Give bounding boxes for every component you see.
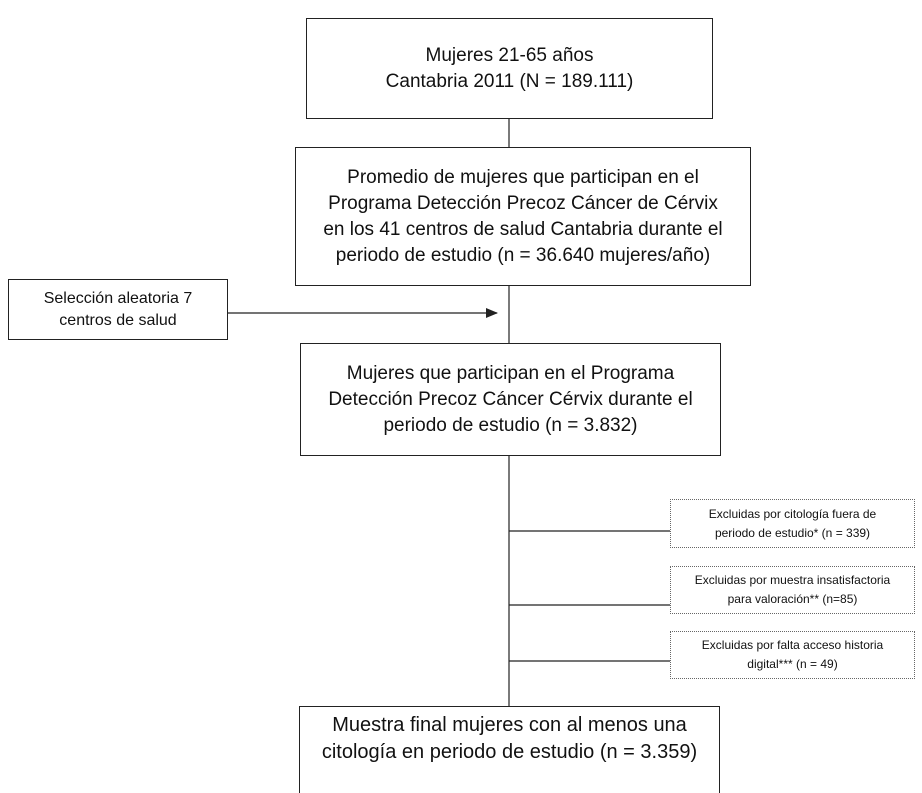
final-sample-box: Muestra final mujeres con al menos una c… bbox=[299, 706, 720, 793]
participants-selected-box: Mujeres que participan en el Programa De… bbox=[300, 343, 721, 456]
exclusion-2-line-1: Excluidas por muestra insatisfactoria bbox=[694, 573, 891, 587]
population-line-1: Mujeres 21-65 años bbox=[425, 44, 594, 66]
average-line-4: periodo de estudio (n = 36.640 mujeres/a… bbox=[335, 244, 711, 266]
selection-line-2: centros de salud bbox=[59, 311, 177, 329]
exclusion-2-line-2: para valoración** (n=85) bbox=[727, 592, 858, 606]
selected-line-2: Detección Precoz Cáncer Cérvix durante e… bbox=[328, 388, 693, 410]
average-line-1: Promedio de mujeres que participan en el bbox=[347, 166, 699, 188]
random-selection-box: Selección aleatoria 7 centros de salud bbox=[8, 279, 228, 340]
exclusion-3-line-2: digital*** (n = 49) bbox=[747, 657, 838, 671]
population-line-2: Cantabria 2011 (N = 189.111) bbox=[385, 70, 634, 92]
average-line-2: Programa Detección Precoz Cáncer de Cérv… bbox=[328, 192, 718, 214]
participants-average-box: Promedio de mujeres que participan en el… bbox=[295, 147, 751, 286]
exclusion-box-1: Excluidas por citología fuera de periodo… bbox=[670, 499, 915, 548]
selected-line-3: periodo de estudio (n = 3.832) bbox=[383, 414, 638, 436]
selected-line-1: Mujeres que participan en el Programa bbox=[346, 362, 675, 384]
selection-line-1: Selección aleatoria 7 bbox=[43, 289, 193, 307]
exclusion-box-2: Excluidas por muestra insatisfactoria pa… bbox=[670, 566, 915, 614]
population-box: Mujeres 21-65 años Cantabria 2011 (N = 1… bbox=[306, 18, 713, 119]
final-line-1: Muestra final mujeres con al menos una bbox=[332, 714, 687, 736]
final-line-2: citología en periodo de estudio (n = 3.3… bbox=[321, 741, 698, 763]
exclusion-3-line-1: Excluidas por falta acceso historia bbox=[701, 638, 884, 652]
exclusion-box-3: Excluidas por falta acceso historia digi… bbox=[670, 631, 915, 679]
exclusion-1-line-2: periodo de estudio* (n = 339) bbox=[714, 525, 871, 540]
exclusion-1-line-1: Excluidas por citología fuera de bbox=[708, 506, 877, 521]
average-line-3: en los 41 centros de salud Cantabria dur… bbox=[323, 218, 723, 240]
